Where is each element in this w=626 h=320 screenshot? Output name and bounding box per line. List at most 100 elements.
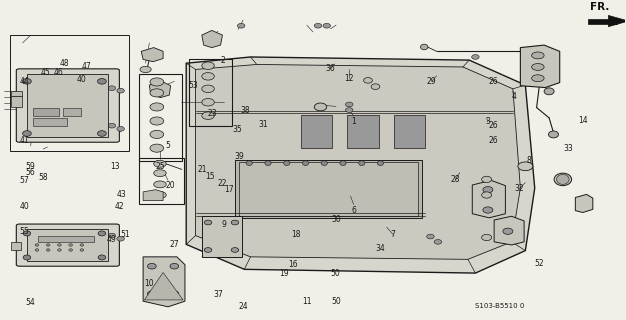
Text: 3: 3	[485, 117, 490, 126]
Ellipse shape	[554, 173, 572, 186]
Ellipse shape	[548, 131, 558, 138]
Polygon shape	[494, 216, 524, 245]
Text: 37: 37	[213, 290, 223, 299]
Polygon shape	[141, 48, 163, 62]
Text: 53: 53	[188, 81, 198, 90]
Bar	[140, 74, 182, 161]
Ellipse shape	[170, 263, 178, 269]
Text: 6: 6	[351, 206, 356, 215]
Text: 50: 50	[330, 268, 340, 277]
Bar	[33, 118, 67, 126]
Ellipse shape	[150, 130, 164, 139]
Ellipse shape	[117, 236, 125, 241]
Ellipse shape	[154, 160, 167, 167]
Ellipse shape	[321, 161, 327, 165]
Ellipse shape	[204, 248, 212, 252]
Polygon shape	[143, 257, 185, 307]
Polygon shape	[472, 180, 505, 218]
Ellipse shape	[150, 117, 164, 125]
Text: 40: 40	[77, 75, 87, 84]
Text: 52: 52	[535, 259, 544, 268]
Polygon shape	[520, 45, 560, 88]
Text: 4: 4	[511, 92, 516, 101]
Text: 9: 9	[222, 220, 227, 228]
Polygon shape	[195, 64, 520, 259]
Ellipse shape	[80, 249, 84, 251]
Ellipse shape	[246, 161, 252, 165]
Ellipse shape	[302, 161, 309, 165]
Text: 39: 39	[234, 152, 244, 161]
Text: 30: 30	[331, 215, 341, 225]
FancyBboxPatch shape	[16, 224, 120, 266]
Bar	[63, 108, 81, 116]
Bar	[38, 236, 95, 242]
Text: 45: 45	[41, 68, 51, 77]
Ellipse shape	[150, 103, 164, 111]
Ellipse shape	[58, 249, 61, 251]
Ellipse shape	[150, 144, 164, 152]
Text: 1: 1	[351, 117, 356, 126]
Text: 27: 27	[170, 240, 179, 249]
Bar	[11, 96, 22, 107]
Ellipse shape	[58, 244, 61, 246]
Ellipse shape	[23, 78, 31, 84]
Text: 51: 51	[121, 230, 130, 239]
Polygon shape	[150, 81, 171, 98]
Text: 5: 5	[166, 141, 170, 150]
Ellipse shape	[108, 233, 116, 238]
Ellipse shape	[346, 102, 353, 107]
Bar	[239, 162, 418, 216]
Ellipse shape	[150, 78, 164, 86]
Ellipse shape	[557, 174, 569, 184]
Ellipse shape	[23, 255, 31, 260]
Text: 13: 13	[110, 162, 120, 171]
Ellipse shape	[314, 23, 322, 28]
Text: 44: 44	[19, 77, 29, 86]
Ellipse shape	[483, 187, 493, 193]
Ellipse shape	[531, 75, 544, 82]
Text: 23: 23	[207, 109, 217, 118]
Ellipse shape	[23, 131, 31, 136]
Text: 2: 2	[220, 56, 225, 65]
Ellipse shape	[154, 192, 167, 198]
Bar	[140, 158, 184, 204]
Polygon shape	[186, 57, 535, 273]
Ellipse shape	[265, 161, 271, 165]
Ellipse shape	[323, 23, 331, 28]
Ellipse shape	[98, 131, 106, 136]
Ellipse shape	[237, 23, 245, 28]
Ellipse shape	[46, 244, 50, 246]
Ellipse shape	[117, 88, 125, 93]
Ellipse shape	[98, 78, 106, 84]
Ellipse shape	[364, 77, 372, 83]
Text: 10: 10	[145, 279, 154, 288]
Ellipse shape	[346, 108, 353, 112]
Ellipse shape	[371, 84, 380, 90]
Ellipse shape	[481, 176, 491, 182]
Text: 55: 55	[19, 227, 29, 236]
Ellipse shape	[150, 89, 164, 97]
Bar	[11, 91, 22, 96]
Ellipse shape	[503, 228, 513, 234]
Ellipse shape	[108, 123, 116, 128]
Text: 32: 32	[515, 184, 524, 193]
Bar	[300, 116, 332, 148]
Ellipse shape	[202, 112, 214, 119]
Text: 24: 24	[239, 302, 248, 311]
Text: 21: 21	[197, 165, 207, 174]
Ellipse shape	[108, 86, 116, 91]
Ellipse shape	[46, 249, 50, 251]
Ellipse shape	[80, 244, 84, 246]
Text: 40: 40	[19, 202, 29, 212]
Text: 26: 26	[488, 121, 498, 130]
Text: 29: 29	[427, 77, 436, 86]
Ellipse shape	[98, 255, 106, 260]
Text: 15: 15	[205, 172, 215, 181]
Ellipse shape	[531, 52, 544, 59]
Text: 16: 16	[288, 260, 298, 269]
Ellipse shape	[314, 103, 327, 111]
Ellipse shape	[421, 44, 428, 50]
Ellipse shape	[231, 248, 239, 252]
Text: 41: 41	[19, 136, 29, 145]
Text: 50: 50	[331, 297, 341, 306]
